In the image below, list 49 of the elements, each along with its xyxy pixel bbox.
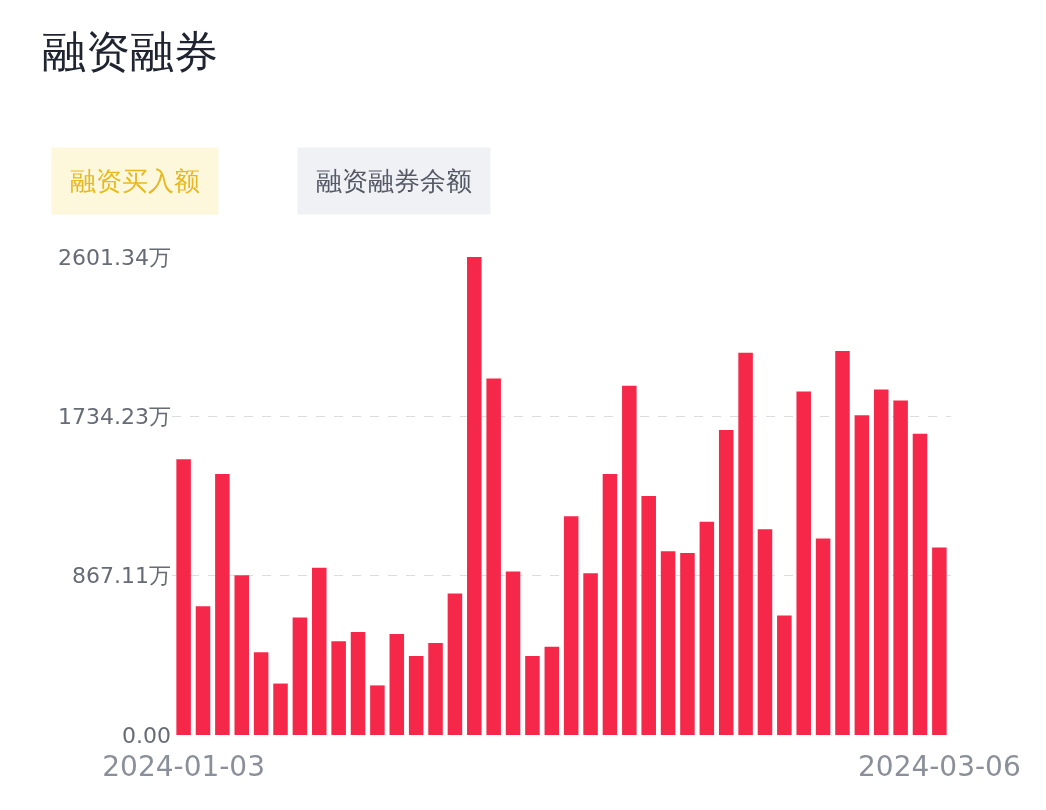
y-tick-label: 867.11万 [72, 563, 171, 589]
bar [660, 551, 676, 735]
bar [273, 683, 288, 735]
bar [428, 643, 443, 735]
bar [777, 615, 792, 735]
bar [699, 521, 715, 735]
bar [757, 529, 773, 735]
bar [563, 516, 579, 735]
y-tick-label: 0.00 [122, 722, 171, 748]
text: 融资融券余额 [316, 166, 472, 196]
bar [854, 415, 870, 735]
bar [525, 655, 540, 735]
bar [447, 593, 463, 735]
bar [873, 389, 889, 735]
y-tick-label: 1734.23万 [58, 404, 171, 430]
bar [195, 606, 211, 735]
x-tick-label: 2024-01-03 [102, 750, 265, 783]
bar [467, 257, 482, 735]
bar [718, 429, 734, 735]
bar [815, 538, 831, 735]
bar [253, 652, 269, 735]
bar [331, 641, 346, 735]
bar [738, 352, 753, 735]
bar [893, 400, 908, 735]
bar [505, 571, 521, 735]
bar [234, 575, 250, 735]
bar [544, 646, 560, 735]
bar [583, 573, 598, 735]
bar [680, 553, 695, 735]
bar [912, 433, 928, 735]
bar [602, 474, 618, 735]
bar [350, 632, 366, 735]
bar [622, 385, 637, 735]
bar [796, 391, 811, 735]
bar [292, 617, 308, 735]
bar [408, 655, 424, 735]
bar [312, 567, 327, 735]
bar [389, 633, 405, 735]
y-tick-label: 2601.34万 [58, 244, 171, 270]
bar [641, 496, 656, 735]
bar [835, 350, 850, 735]
bar [932, 547, 947, 735]
bar [176, 459, 191, 735]
text: 融资买入额 [70, 166, 200, 196]
bar [486, 378, 501, 735]
bar [215, 474, 230, 735]
x-tick-label: 2024-03-06 [858, 750, 1021, 783]
chart-title: 融资融券 [41, 26, 218, 78]
bar [370, 685, 385, 735]
